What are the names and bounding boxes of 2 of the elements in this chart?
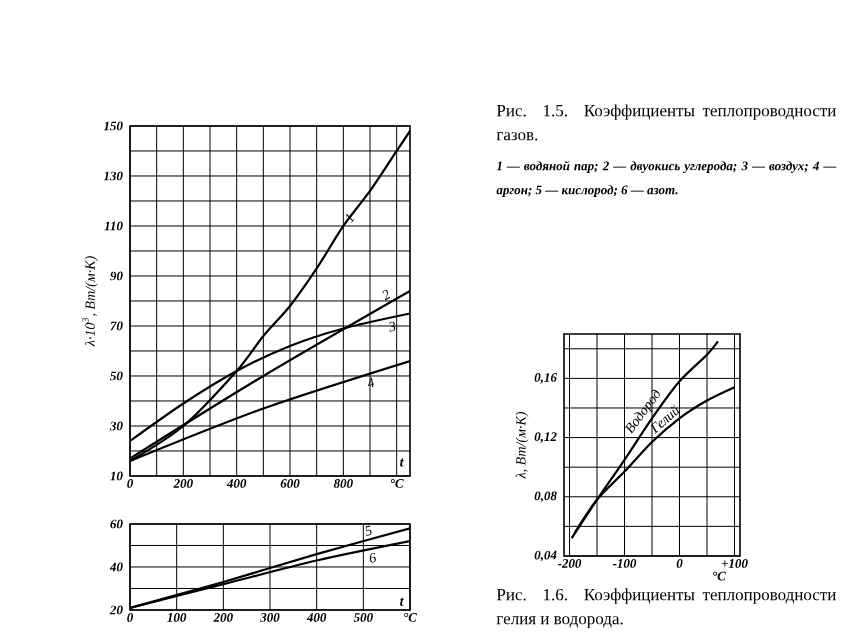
text: Рис. 1.5. Коэффициенты теплопроводности газов. — [496, 104, 836, 141]
text: Рис. 1.6. Коэффициенты теплопроводности гелия и водорода. — [496, 588, 836, 628]
